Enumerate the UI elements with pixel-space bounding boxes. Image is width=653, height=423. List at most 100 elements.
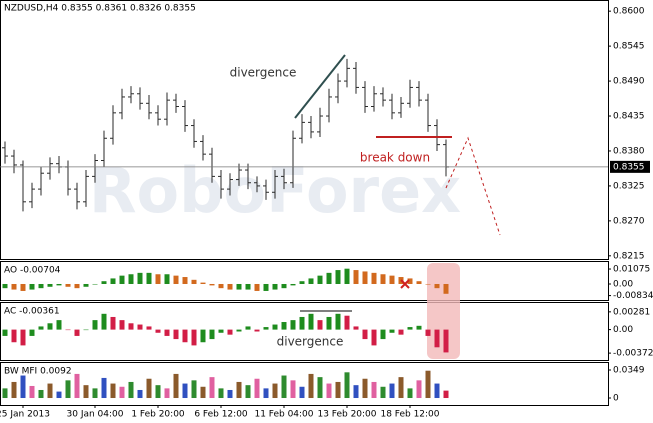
histogram-bar (344, 268, 350, 284)
panel-title: AC -0.00361 (4, 307, 60, 317)
histogram-bar (38, 389, 44, 399)
histogram-bar (92, 283, 98, 285)
panel-title: BW MFI 0.0092 (4, 367, 72, 377)
histogram-bar (155, 274, 161, 284)
histogram-bar (317, 320, 323, 330)
histogram-bar (398, 329, 404, 335)
histogram-bar (110, 316, 116, 330)
histogram-bar (2, 388, 8, 399)
forecast (445, 136, 501, 236)
histogram-bar (326, 383, 332, 399)
histogram-bar (218, 283, 224, 289)
histogram-bar (155, 385, 161, 399)
histogram-bar (317, 275, 323, 284)
y-tick-label: 0.8215 (613, 251, 645, 261)
histogram-bar (362, 329, 368, 340)
histogram-bar (263, 283, 269, 291)
y-tick-label: -0.00372 (613, 349, 653, 359)
histogram-bar (335, 381, 341, 399)
histogram-bar (326, 316, 332, 330)
histogram-bar (173, 275, 179, 284)
histogram-bar (101, 377, 107, 399)
histogram-bar (299, 316, 305, 330)
histogram-bar (380, 386, 386, 399)
histogram-bar (290, 320, 296, 330)
y-tick-label: 0.8435 (613, 112, 645, 122)
histogram-bar (227, 283, 233, 290)
price-tag (610, 160, 650, 173)
histogram-bar (407, 278, 413, 284)
y-tick-label: 0.8380 (613, 146, 645, 156)
y-tick-label: 0 (613, 394, 619, 404)
histogram-bar (416, 380, 422, 399)
histogram-bar (146, 326, 152, 330)
histogram-bar (20, 375, 26, 399)
histogram-bar (245, 326, 251, 330)
histogram-bar (245, 385, 251, 399)
y-tick-label: 0.00281 (613, 307, 650, 317)
histogram-bar (155, 329, 161, 333)
histogram-bar (29, 329, 35, 336)
histogram-bar (65, 329, 71, 331)
histogram-bar (119, 386, 125, 399)
histogram-bar (254, 329, 260, 332)
histogram-bar (416, 325, 422, 330)
price-tag-label: 0.8355 (613, 162, 645, 172)
histogram-bar (218, 388, 224, 399)
histogram-bar (209, 283, 215, 286)
panel-title: AO -0.00704 (4, 266, 61, 276)
histogram-bar (173, 329, 179, 340)
histogram-bar (290, 380, 296, 399)
y-tick-label: 0.8490 (613, 77, 645, 87)
histogram-bar (272, 324, 278, 330)
y-tick-label: 0.8270 (613, 216, 645, 226)
histogram-bar (425, 283, 431, 285)
histogram-bar (74, 373, 80, 399)
histogram-bar (83, 283, 89, 287)
x-tick-label: 18 Feb 12:00 (380, 410, 439, 420)
histogram-bar (110, 278, 116, 284)
frames (0, 0, 609, 406)
histogram-bar (137, 389, 143, 399)
histogram-bar (236, 381, 242, 399)
histogram-bar (371, 272, 377, 284)
histogram-bar (281, 283, 287, 289)
x-tick-label: 13 Feb 20:00 (317, 410, 376, 420)
histogram-bar (362, 271, 368, 284)
histogram-bar (425, 370, 431, 399)
histogram-bar (137, 324, 143, 330)
histogram-bar (29, 283, 35, 290)
histogram-bar (146, 378, 152, 399)
annotation: divergence (277, 335, 344, 349)
histogram-bar (344, 315, 350, 330)
y-tick-label: 0.00 (613, 279, 633, 289)
histogram-bar (362, 378, 368, 399)
histogram-bar (65, 283, 71, 287)
histogram-bar (290, 283, 296, 286)
histogram-bar (20, 329, 26, 346)
histogram-bar (299, 386, 305, 399)
histogram-bar (434, 283, 440, 289)
y-tick-label: 0.8325 (613, 181, 645, 191)
histogram-bar (389, 383, 395, 399)
histogram-bar (344, 372, 350, 399)
histogram-bar (191, 380, 197, 399)
histogram-bar (29, 385, 35, 399)
histogram-bar (227, 329, 233, 335)
x-tick-label: 30 Jan 04:00 (67, 410, 124, 420)
histogram-bar (101, 313, 107, 330)
histogram-bar (47, 283, 53, 287)
y-tick-label: 0.00 (613, 325, 633, 335)
histogram-bar (335, 313, 341, 330)
histogram-bar (389, 329, 395, 333)
histogram-bar (254, 378, 260, 399)
histogram-bar (353, 326, 359, 330)
histogram-bar (281, 322, 287, 330)
histogram-bar (380, 274, 386, 284)
histogram-bar (83, 385, 89, 399)
x-tick-label: 11 Feb 04:00 (254, 410, 313, 420)
histogram-bar (119, 320, 125, 330)
histogram-bar (182, 277, 188, 284)
histogram-bar (236, 329, 242, 332)
histogram-bar (443, 329, 449, 353)
